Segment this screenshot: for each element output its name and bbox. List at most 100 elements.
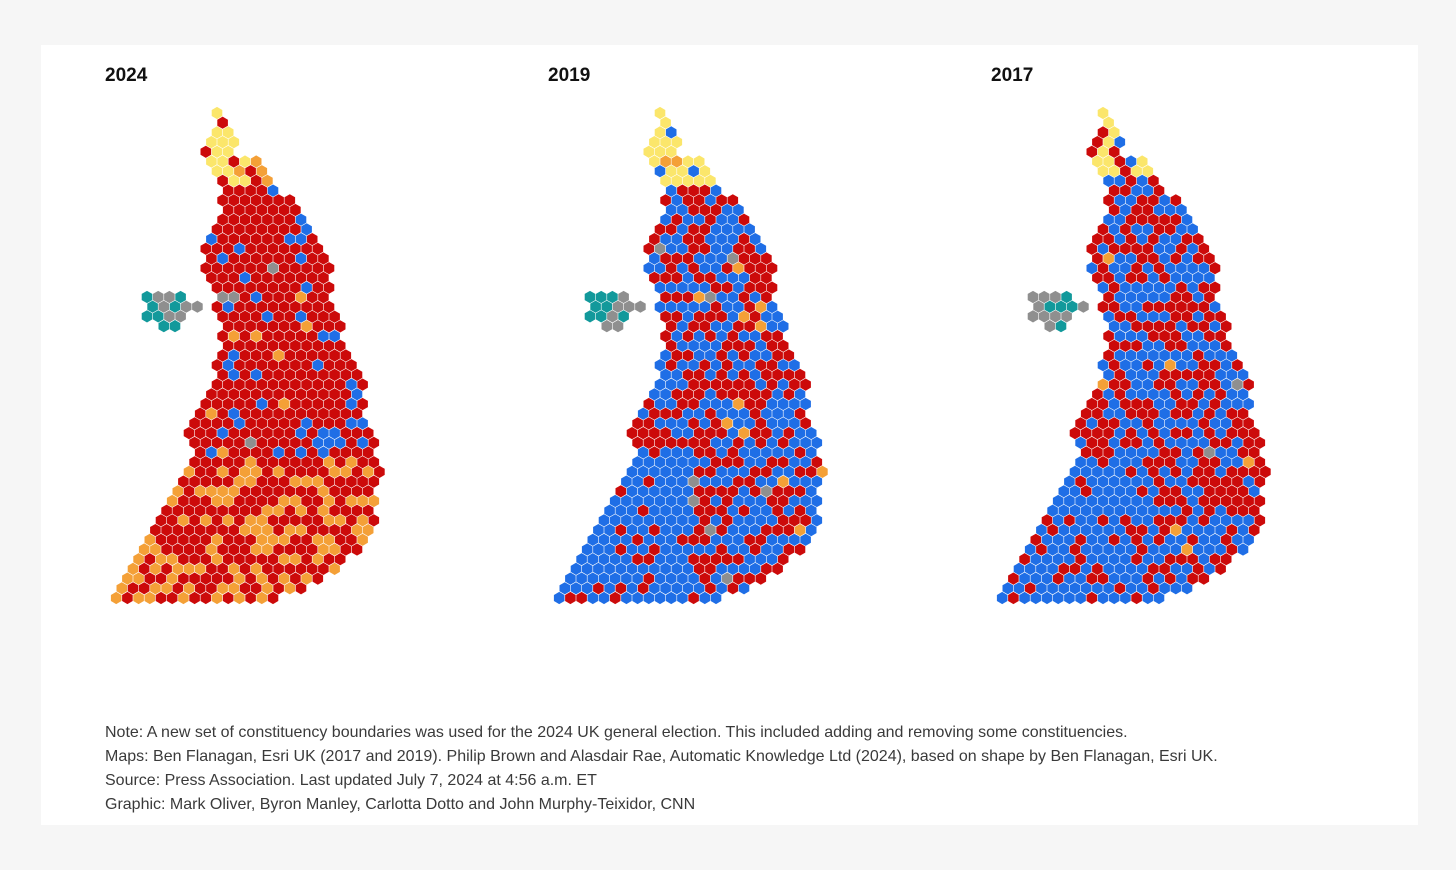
- constituency-hex: [581, 562, 593, 575]
- constituency-hex: [318, 543, 329, 556]
- ni-constituency-hex: [164, 290, 175, 304]
- constituency-hex: [744, 359, 755, 372]
- constituency-hex: [351, 407, 363, 420]
- constituency-hex: [206, 485, 217, 498]
- constituency-hex: [1069, 543, 1081, 556]
- constituency-hex: [716, 310, 727, 323]
- constituency-hex: [1159, 543, 1170, 556]
- constituency-hex: [766, 300, 778, 314]
- constituency-hex: [1237, 407, 1249, 420]
- constituency-hex: [256, 203, 268, 217]
- constituency-hex: [217, 310, 228, 323]
- constituency-hex: [1131, 397, 1142, 411]
- constituency-hex: [110, 591, 122, 605]
- constituency-hex: [794, 543, 806, 556]
- constituency-hex: [273, 543, 284, 556]
- constituency-hex: [295, 543, 307, 556]
- constituency-hex: [1198, 533, 1210, 546]
- constituency-hex: [267, 300, 279, 314]
- constituency-hex: [789, 417, 800, 430]
- constituency-hex: [733, 436, 744, 449]
- constituency-hex: [323, 456, 335, 469]
- constituency-hex: [245, 514, 256, 527]
- constituency-hex: [1204, 349, 1215, 362]
- constituency-hex: [312, 262, 324, 275]
- constituency-hex: [278, 300, 290, 314]
- constituency-hex: [705, 446, 716, 459]
- constituency-hex: [716, 485, 727, 498]
- constituency-hex: [290, 203, 301, 217]
- constituency-hex: [1097, 262, 1109, 275]
- constituency-hex: [1120, 165, 1131, 178]
- constituency-hex: [677, 591, 688, 605]
- constituency-hex: [559, 582, 571, 595]
- constituency-hex: [228, 233, 240, 246]
- constituency-hex: [306, 465, 318, 478]
- constituency-hex: [738, 485, 750, 498]
- constituency-hex: [239, 524, 251, 537]
- constituency-hex: [161, 582, 172, 595]
- constituency-hex: [755, 494, 767, 508]
- constituency-hex: [744, 456, 755, 469]
- constituency-hex: [284, 213, 296, 226]
- constituency-hex: [1176, 494, 1187, 508]
- constituency-hex: [721, 378, 733, 391]
- ni-constituency-hex: [1038, 290, 1050, 304]
- constituency-hex: [312, 300, 324, 314]
- constituency-hex: [1176, 456, 1187, 469]
- constituency-hex: [682, 562, 694, 575]
- constituency-hex: [744, 514, 755, 527]
- ni-constituency-hex: [1027, 290, 1039, 304]
- constituency-hex: [1159, 233, 1170, 246]
- constituency-hex: [755, 456, 767, 469]
- constituency-hex: [262, 485, 273, 498]
- constituency-hex: [1131, 184, 1142, 197]
- constituency-hex: [705, 582, 716, 595]
- constituency-hex: [721, 223, 733, 236]
- constituency-hex: [217, 543, 228, 556]
- constituency-hex: [682, 271, 694, 284]
- constituency-hex: [357, 378, 368, 391]
- constituency-hex: [245, 320, 256, 333]
- constituency-hex: [654, 397, 666, 411]
- constituency-hex: [1170, 582, 1182, 595]
- constituency-hex: [716, 252, 727, 265]
- constituency-hex: [1086, 514, 1098, 527]
- constituency-hex: [1103, 465, 1114, 478]
- constituency-hex: [1187, 514, 1198, 527]
- constituency-hex: [200, 262, 212, 275]
- constituency-hex: [1097, 475, 1109, 488]
- constituency-hex: [1120, 397, 1131, 411]
- constituency-hex: [1103, 407, 1114, 420]
- constituency-hex: [1192, 485, 1204, 498]
- constituency-hex: [1198, 320, 1210, 333]
- graphic-credit: Graphic: Mark Oliver, Byron Manley, Carl…: [105, 796, 696, 813]
- constituency-hex: [278, 223, 290, 236]
- constituency-hex: [362, 504, 374, 517]
- constituency-hex: [1092, 485, 1103, 498]
- constituency-hex: [632, 591, 643, 605]
- constituency-hex: [783, 504, 795, 517]
- constituency-hex: [250, 407, 262, 420]
- constituency-hex: [262, 582, 273, 595]
- constituency-hex: [1120, 359, 1131, 372]
- constituency-hex: [1125, 330, 1137, 343]
- constituency-hex: [805, 504, 817, 517]
- constituency-hex: [1192, 504, 1204, 517]
- constituency-hex: [660, 174, 671, 187]
- constituency-hex: [1159, 388, 1170, 401]
- constituency-hex: [245, 572, 256, 585]
- constituency-hex: [654, 378, 666, 391]
- constituency-hex: [1086, 262, 1098, 275]
- constituency-hex: [1170, 388, 1182, 401]
- constituency-hex: [1108, 165, 1120, 178]
- constituency-hex: [200, 456, 212, 469]
- constituency-hex: [721, 553, 733, 566]
- constituency-hex: [122, 572, 133, 585]
- constituency-hex: [727, 330, 739, 343]
- constituency-hex: [1136, 194, 1148, 207]
- ni-constituency-hex: [1061, 290, 1072, 304]
- constituency-hex: [1075, 436, 1086, 449]
- constituency-hex: [1136, 349, 1148, 362]
- constituency-hex: [194, 504, 206, 517]
